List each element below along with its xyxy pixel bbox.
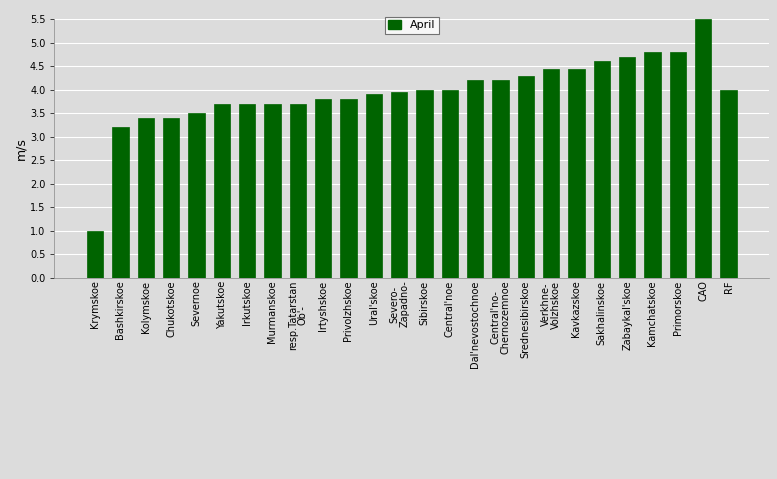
Bar <box>467 80 483 278</box>
Bar <box>720 90 737 278</box>
Bar <box>695 19 712 278</box>
Y-axis label: m/s: m/s <box>14 137 27 160</box>
Bar <box>214 104 230 278</box>
Bar <box>340 99 357 278</box>
Bar <box>87 231 103 278</box>
Bar <box>264 104 280 278</box>
Bar <box>138 118 154 278</box>
Bar <box>290 104 306 278</box>
Bar <box>315 99 331 278</box>
Bar <box>441 90 458 278</box>
Bar <box>365 94 382 278</box>
Bar <box>670 52 686 278</box>
Bar <box>391 92 407 278</box>
Bar <box>644 52 660 278</box>
Bar <box>493 80 509 278</box>
Legend: April: April <box>385 17 439 34</box>
Bar <box>594 61 610 278</box>
Bar <box>568 68 585 278</box>
Bar <box>239 104 256 278</box>
Bar <box>188 113 204 278</box>
Bar <box>416 90 433 278</box>
Bar <box>543 68 559 278</box>
Bar <box>517 76 534 278</box>
Bar <box>112 127 129 278</box>
Bar <box>619 57 636 278</box>
Bar <box>163 118 179 278</box>
